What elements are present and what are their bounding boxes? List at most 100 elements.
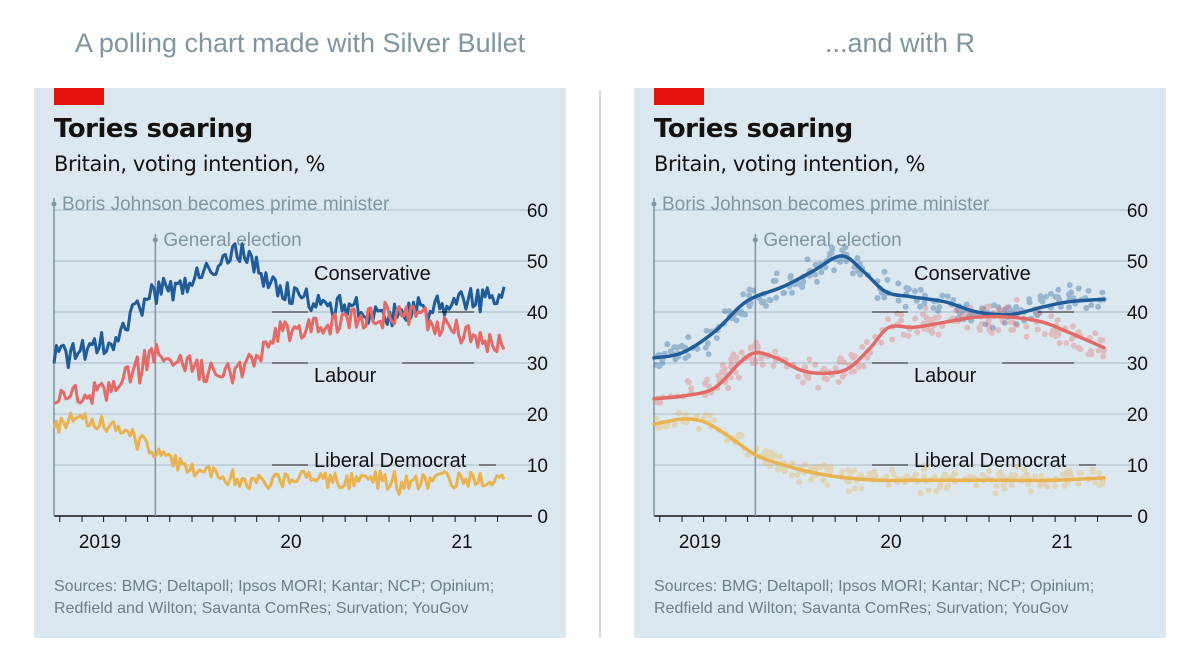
y-tick-label: 0 — [1137, 507, 1148, 528]
poll-dot — [823, 376, 830, 383]
poll-dot — [753, 445, 760, 452]
poll-dot — [966, 473, 973, 480]
poll-dot — [903, 284, 910, 291]
poll-dot — [728, 356, 735, 363]
poll-dot — [719, 362, 726, 369]
poll-dot — [752, 359, 758, 366]
poll-dot — [1041, 331, 1048, 338]
poll-dot — [924, 463, 931, 470]
poll-dot — [1096, 470, 1103, 477]
poll-dot — [821, 375, 828, 382]
series-label: Labour — [314, 365, 377, 387]
poll-dot — [676, 410, 683, 417]
poll-dot — [760, 298, 767, 305]
poll-dot — [851, 485, 858, 492]
chart-subtitle: Britain, voting intention, % — [654, 152, 926, 176]
poll-dot — [932, 314, 939, 321]
poll-dot — [715, 372, 722, 379]
poll-dot — [995, 304, 1002, 311]
poll-dot — [1021, 466, 1028, 473]
poll-dot — [685, 379, 692, 386]
poll-dot — [1023, 323, 1030, 330]
annotation-label: Boris Johnson becomes prime minister — [662, 194, 990, 215]
poll-dot — [1050, 327, 1056, 334]
poll-dot — [653, 399, 660, 406]
poll-dot — [845, 467, 852, 473]
poll-dot — [929, 330, 936, 336]
poll-dot — [867, 473, 874, 480]
chart-plot-silver-bullet: 0 10 20 30 40 50 60 2019 20 21 Boris Johnson becom… — [51, 194, 548, 553]
poll-dot — [800, 379, 806, 386]
poll-dot — [980, 471, 986, 478]
poll-dot — [841, 371, 848, 378]
poll-dot — [763, 302, 769, 309]
poll-dot — [894, 310, 901, 317]
poll-dot — [752, 357, 759, 364]
poll-dot — [952, 470, 959, 477]
poll-dot — [1023, 333, 1030, 340]
poll-dot — [1099, 289, 1106, 296]
poll-dot — [860, 363, 867, 370]
poll-dot — [804, 256, 811, 263]
series-label: Liberal Democrat — [914, 450, 1067, 472]
poll-dot — [694, 345, 701, 352]
poll-dot — [1085, 351, 1092, 358]
poll-dot — [820, 477, 827, 484]
poll-dot — [1014, 464, 1021, 470]
poll-dot — [809, 474, 816, 481]
poll-dot — [766, 296, 773, 303]
poll-dot — [721, 365, 728, 372]
poll-dot — [767, 449, 774, 456]
poll-dot — [688, 385, 695, 392]
chart-subtitle: Britain, voting intention, % — [54, 152, 326, 176]
poll-dot — [1034, 312, 1041, 319]
poll-dot — [986, 326, 993, 333]
poll-dot — [1034, 326, 1041, 333]
poll-dot — [1056, 340, 1063, 346]
red-tag — [54, 88, 104, 105]
poll-dot — [905, 285, 912, 292]
poll-dot — [995, 327, 1002, 333]
poll-dot — [723, 437, 730, 444]
poll-dot — [706, 412, 713, 419]
poll-dot — [999, 318, 1006, 325]
poll-dot — [986, 468, 993, 474]
poll-dot — [943, 485, 950, 491]
poll-dot — [1099, 480, 1106, 487]
series-label: Conservative — [314, 263, 431, 285]
poll-dot — [762, 460, 769, 467]
annotation-marker — [651, 201, 657, 207]
poll-dot — [1100, 347, 1107, 354]
poll-dot — [1077, 346, 1084, 353]
poll-dot — [1054, 317, 1061, 324]
poll-dot — [900, 331, 907, 338]
poll-dot — [769, 450, 775, 456]
poll-dot — [985, 317, 992, 324]
poll-dot — [822, 463, 829, 470]
poll-dot — [656, 362, 663, 369]
poll-dot — [1067, 470, 1074, 477]
poll-dot — [1028, 488, 1034, 495]
poll-dot — [1011, 472, 1018, 479]
poll-dot — [851, 353, 858, 360]
poll-dot — [1037, 293, 1044, 300]
poll-dot — [807, 465, 814, 472]
poll-dot — [1026, 299, 1033, 306]
poll-dot — [851, 467, 858, 474]
poll-dot — [815, 384, 822, 391]
poll-dot — [657, 399, 663, 406]
poll-dot — [806, 356, 813, 363]
poll-dot — [703, 327, 710, 334]
poll-dot — [747, 345, 754, 352]
poll-dot — [772, 277, 779, 284]
poll-dot — [679, 344, 686, 351]
poll-dot — [787, 273, 794, 279]
poll-dot — [671, 421, 678, 428]
poll-dot — [1083, 305, 1090, 311]
poll-dot — [889, 336, 896, 343]
poll-dot — [849, 270, 856, 277]
poll-dot — [684, 378, 691, 385]
poll-dot — [920, 311, 927, 318]
poll-dot — [933, 488, 940, 495]
poll-dot — [839, 373, 846, 380]
